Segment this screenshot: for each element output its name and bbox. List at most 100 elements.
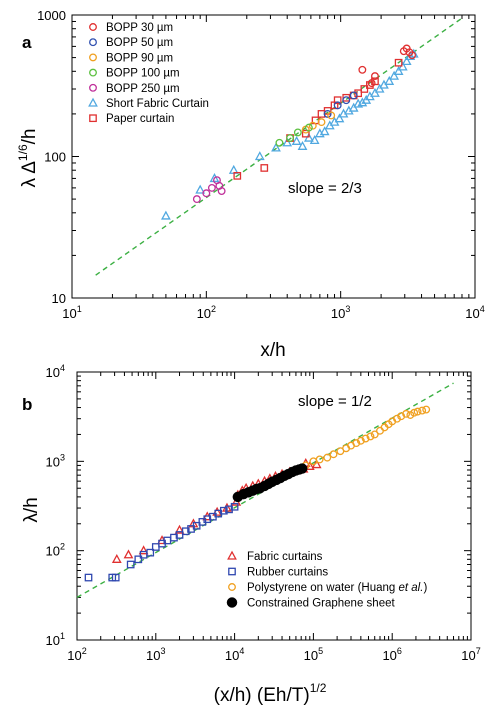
data-point [296, 463, 308, 474]
x-tick-label: 101 [62, 304, 81, 321]
data-point [286, 134, 295, 143]
legend-label: BOPP 100 µm [106, 68, 180, 80]
data-point [366, 432, 375, 441]
data-point [195, 184, 206, 194]
data-point [230, 502, 239, 511]
data-point [308, 121, 317, 130]
legend-marker [89, 53, 97, 62]
panel-a-data-points [161, 44, 419, 220]
y-tick-label: 102 [46, 542, 65, 559]
data-point [192, 521, 201, 530]
panel-a-slope-annotation: slope = 2/3 [288, 180, 362, 197]
data-point [319, 126, 330, 136]
y-tick-label: 1000 [37, 8, 66, 23]
data-point [323, 453, 332, 462]
legend-label: BOPP 30 µm [106, 22, 173, 34]
panel-b-y-axis-label: λ/h [21, 497, 42, 522]
legend-label: BOPP 90 µm [106, 52, 173, 64]
data-point [304, 123, 313, 132]
data-point [356, 436, 365, 445]
data-point [349, 91, 358, 100]
panel-b-letter: b [22, 395, 32, 414]
data-point [371, 72, 379, 81]
legend-marker [226, 597, 238, 608]
data-point [126, 560, 135, 569]
data-point [342, 93, 351, 102]
data-point [271, 142, 281, 152]
data-point [260, 164, 269, 172]
data-point [192, 195, 201, 204]
legend-marker [89, 114, 97, 123]
legend-label: Constrained Graphene sheet [247, 598, 395, 610]
data-point [327, 111, 336, 120]
panel-a-y-axis-label: λ Δ1/6/h [16, 129, 40, 188]
data-point [181, 527, 190, 536]
data-point [361, 434, 370, 443]
data-point [219, 506, 228, 515]
data-point [329, 450, 338, 459]
x-tick-label: 107 [461, 646, 480, 663]
legend-marker [227, 550, 237, 560]
data-point [315, 455, 324, 464]
data-point [309, 135, 320, 145]
data-point [334, 113, 345, 123]
data-point [418, 406, 427, 415]
data-point [393, 65, 404, 75]
legend-marker [228, 583, 236, 591]
legend-label: BOPP 50 µm [106, 37, 173, 49]
data-point [275, 138, 284, 147]
legend-label: Rubber curtains [247, 567, 328, 579]
data-point [161, 210, 171, 220]
panel-b-data-points [84, 405, 431, 582]
legend-label: BOPP 250 µm [106, 83, 180, 95]
y-tick-label: 10 [52, 291, 66, 306]
panel-a-ticks: 101 102 103 104 10 100 1000 [37, 8, 485, 321]
data-point [301, 129, 310, 138]
data-point [111, 573, 120, 582]
data-point [203, 515, 212, 524]
y-tick-label: 101 [46, 631, 65, 648]
legend-label: Short Fabric Curtain [106, 98, 209, 110]
data-point [134, 555, 143, 564]
data-point [401, 56, 412, 66]
x-tick-label: 104 [225, 646, 244, 663]
data-point [202, 189, 211, 198]
data-point [352, 439, 361, 448]
data-point [293, 128, 302, 137]
legend-marker [89, 68, 97, 77]
data-point [367, 79, 376, 88]
data-point [207, 183, 216, 192]
panel-a-x-axis-label: x/h [260, 340, 285, 361]
data-point [254, 151, 265, 161]
data-point [402, 409, 411, 418]
legend-marker [89, 38, 97, 47]
data-point [357, 97, 368, 107]
legend-marker [88, 97, 98, 107]
data-point [384, 75, 395, 85]
data-point [317, 118, 326, 127]
data-point [360, 85, 369, 93]
y-tick-label: 104 [46, 363, 65, 380]
data-point [291, 135, 302, 145]
y-tick-label: 100 [44, 150, 66, 165]
data-point [370, 430, 379, 439]
fit-line [95, 17, 463, 276]
x-tick-label: 103 [331, 304, 350, 321]
data-point [233, 171, 242, 180]
data-point [123, 549, 134, 559]
x-tick-label: 106 [382, 646, 401, 663]
legend-label: Paper curtain [106, 113, 174, 125]
panel-b-x-axis-label: (x/h) (Eh/T)1/2 [214, 681, 327, 706]
panel-a-letter: a [22, 33, 32, 52]
legend-marker [89, 23, 97, 31]
legend-label: Polystyrene on water (Huang et al.) [247, 582, 427, 594]
data-point [146, 548, 155, 557]
data-point [138, 545, 149, 555]
data-point [174, 524, 185, 534]
data-point [376, 426, 384, 435]
data-point [422, 405, 431, 414]
legend-marker [228, 567, 236, 576]
